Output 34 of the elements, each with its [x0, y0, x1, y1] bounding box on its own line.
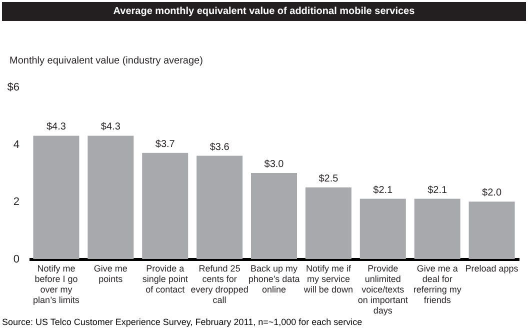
data-label: $2.1	[428, 184, 448, 196]
x-tick-label: Preload apps	[465, 264, 519, 274]
x-tick-label: Notify me if my service will be down	[302, 264, 353, 294]
bar	[88, 136, 134, 259]
data-label: $4.3	[100, 122, 121, 133]
y-tick-label: 0	[13, 254, 20, 266]
bar	[414, 198, 460, 259]
x-tick-label: Back up my phone’s data online	[248, 264, 300, 294]
source-note: Source: US Telco Customer Experience Survey, February 2011, n=~1,000 for each service	[2, 317, 364, 327]
y-axis-title: Monthly equivalent value (industry average)	[10, 56, 203, 66]
data-label: $3.0	[264, 159, 284, 170]
y-tick-label: 4	[13, 138, 20, 151]
x-tick-label: Give me points	[94, 264, 128, 284]
y-tick-label: $6	[7, 82, 20, 94]
data-label: $2.5	[318, 173, 339, 184]
bar	[251, 173, 297, 259]
data-label: $2.1	[373, 184, 394, 196]
bar	[468, 202, 515, 259]
x-tick-label: Refund 25 cents for every dropped call	[190, 264, 248, 305]
y-tick-label: 2	[13, 196, 20, 208]
bar	[142, 152, 188, 259]
x-tick-label: Provide unlimited voice/texts on important days	[358, 264, 408, 316]
bar	[305, 187, 352, 259]
x-tick-label: Give me a deal for referring my friends	[413, 264, 462, 305]
bar	[33, 136, 80, 259]
x-tick-label: Notify me before I go over my plan’s limits	[33, 264, 80, 305]
bar	[196, 156, 243, 259]
data-label: $3.6	[210, 142, 230, 153]
data-label: $2.0	[482, 188, 502, 199]
data-label: $4.3	[46, 122, 66, 133]
data-label: $3.7	[155, 138, 176, 150]
bar	[360, 198, 406, 259]
chart-title: Average monthly equivalent value of additional mobile services	[2, 2, 526, 21]
x-tick-label: Provide a single point of contact	[142, 264, 188, 294]
